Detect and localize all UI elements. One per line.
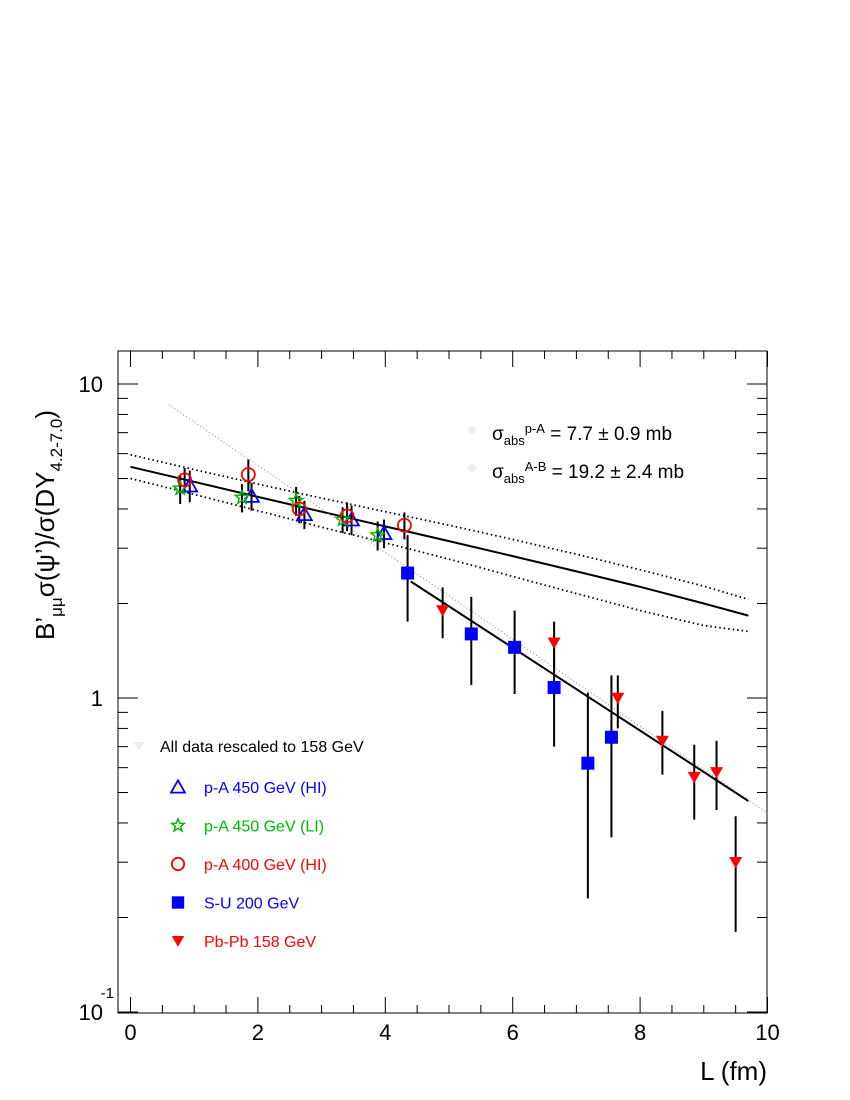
annotation-ab-sub: abs (504, 471, 525, 486)
annotation-ab-sym: σ (492, 462, 504, 483)
x-tick-label: 4 (379, 1020, 391, 1045)
legend-marker-triangle-down-filled (171, 936, 185, 947)
x-tick-label: 8 (634, 1020, 646, 1045)
y-tick-label-exp: -1 (101, 985, 114, 1002)
data-point-triangle-open (180, 476, 199, 493)
annotation-ab-sup: A-B (525, 459, 547, 474)
data-point-circle-open (339, 508, 355, 524)
annotation-pa-rest: = 7.7 ± 0.9 mb (545, 424, 672, 445)
annotation-pa-text: σabsp-A = 7.7 ± 0.9 mb (492, 421, 672, 448)
data-point-square-filled (508, 640, 522, 654)
data-point-triangle-down-filled (710, 767, 724, 779)
annotation-pa-sub: abs (504, 433, 525, 448)
y-axis-label: B’μμσ(ψ’)/σ(DY4.2-7.0) (30, 410, 66, 640)
legend-marker-square-filled (171, 896, 185, 909)
data-point-triangle-down-filled (611, 692, 625, 705)
y-tick-label: 10 (79, 372, 103, 397)
data-point-triangle-open (295, 505, 314, 522)
annotation-pa-sym: σ (492, 424, 504, 445)
data-markers (171, 467, 743, 869)
data-point-triangle-down-filled (436, 605, 450, 617)
y-label-end: ) (30, 410, 60, 419)
legend-marker-triangle-open (169, 778, 187, 794)
annotation-ab-rest: = 19.2 ± 2.4 mb (546, 462, 684, 483)
annotation-pa-sup: p-A (525, 421, 546, 436)
axis-ticks (118, 351, 768, 1013)
fit-curve-dotted (130, 453, 749, 601)
data-point-square-filled (401, 566, 415, 580)
y-label-main: B’ (30, 617, 60, 640)
plot-frame (117, 350, 768, 1014)
data-point-circle-open (240, 467, 256, 482)
data-point-square-filled (604, 730, 618, 744)
fit-curve-solid (130, 465, 749, 617)
fit-curve-solid (410, 580, 749, 802)
annotation-ab-text: σabsA-B = 19.2 ± 2.4 mb (492, 459, 684, 486)
data-point-triangle-down-filled (729, 856, 743, 869)
y-tick-label: 1 (91, 686, 103, 711)
legend-label: Pb-Pb 158 GeV (204, 934, 316, 951)
data-point-star-open (333, 510, 352, 527)
data-point-star-open (233, 488, 251, 505)
legend-label: p-A 450 GeV (HI) (204, 780, 327, 797)
x-tick-label: 0 (124, 1020, 136, 1045)
data-point-square-filled (464, 627, 478, 641)
x-axis-label: L (fm) (700, 1056, 767, 1086)
data-point-square-filled (581, 756, 595, 770)
data-point-triangle-down-filled (687, 771, 701, 784)
data-point-triangle-down-filled (547, 637, 561, 649)
legend-label: p-A 400 GeV (HI) (204, 857, 327, 874)
data-point-circle-open (291, 501, 307, 517)
legend-title: All data rescaled to 158 GeV (160, 739, 364, 756)
data-point-triangle-down-filled (655, 735, 669, 748)
data-point-square-filled (547, 681, 561, 695)
x-tick-labels: 0 2 4 6 8 10 (124, 1020, 779, 1045)
legend-label: S-U 200 GeV (204, 896, 299, 913)
data-point-star-open (368, 526, 387, 543)
legend-marker-star-open (169, 816, 187, 833)
data-point-circle-open (177, 472, 193, 488)
y-label-sub2: 4.2-7.0 (47, 419, 66, 472)
annotation-dot (468, 464, 476, 472)
x-tick-label: 10 (755, 1020, 779, 1045)
fit-curves (130, 404, 768, 814)
annotation-ab: σabsA-B = 19.2 ± 2.4 mb (468, 459, 684, 486)
fit-curve-dotted (130, 477, 749, 633)
y-label-sub1: μμ (47, 597, 66, 617)
data-point-circle-open (397, 517, 412, 533)
legend-title-marker (133, 742, 145, 750)
y-tick-label: 10 (79, 1000, 103, 1025)
legend-label: p-A 450 GeV (LI) (204, 819, 324, 836)
legend: All data rescaled to 158 GeV p-A 450 GeV… (133, 739, 364, 951)
x-tick-label: 6 (507, 1020, 519, 1045)
annotation-pa: σabsp-A = 7.7 ± 0.9 mb (468, 421, 672, 448)
annotation-dot (468, 426, 476, 434)
y-label-mid: σ(ψ’)/σ(DY (30, 472, 60, 598)
x-tick-label: 2 (252, 1020, 264, 1045)
legend-marker-circle-open (170, 856, 186, 872)
